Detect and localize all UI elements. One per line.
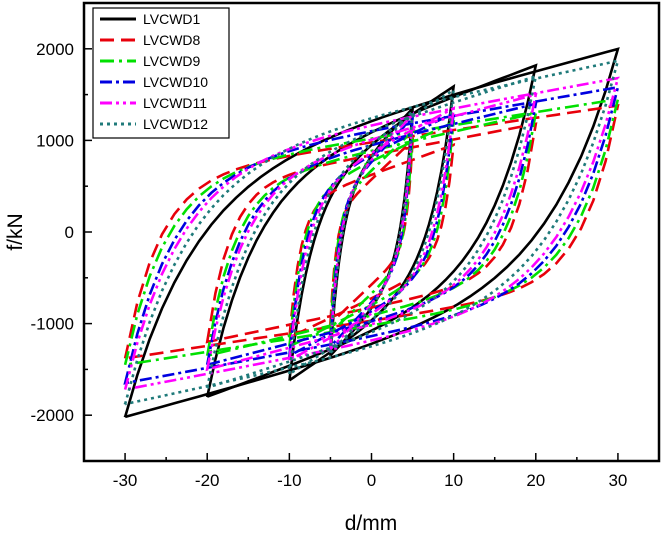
y-axis-title: f/kN xyxy=(4,213,27,250)
x-axis-ticks: -30 -20 -10 0 10 20 30 xyxy=(83,453,660,490)
y-tick-label: 1000 xyxy=(36,131,74,150)
legend-label: LVCWD1 xyxy=(143,11,201,27)
x-tick-label: -10 xyxy=(277,471,302,490)
hysteresis-loop xyxy=(123,97,620,367)
hysteresis-loop xyxy=(205,102,538,367)
hysteresis-loop xyxy=(205,122,538,344)
y-tick-label: 0 xyxy=(65,223,74,242)
hysteresis-loop xyxy=(123,59,620,406)
x-tick-label: 0 xyxy=(367,471,376,490)
hysteresis-loop xyxy=(205,74,538,389)
y-tick-label: -2000 xyxy=(31,406,74,425)
hysteresis-loop xyxy=(123,47,620,419)
hysteresis-loop xyxy=(205,111,538,358)
legend-label: LVCWD10 xyxy=(143,74,208,90)
x-tick-label: 30 xyxy=(608,471,627,490)
hysteresis-loop xyxy=(288,87,456,376)
hysteresis-loop xyxy=(123,85,620,385)
legend-label: LVCWD12 xyxy=(143,116,208,132)
y-tick-label: -1000 xyxy=(31,315,74,334)
x-tick-label: -30 xyxy=(113,471,138,490)
legend: LVCWD1 LVCWD8 LVCWD9 LVCWD10 LVCWD11 LVCWD12 xyxy=(92,7,230,139)
series-lvcwd12 xyxy=(123,59,620,406)
x-axis-title: d/mm xyxy=(345,512,398,535)
y-axis-ticks: -2000 -1000 0 1000 2000 xyxy=(31,2,92,462)
hysteresis-loop xyxy=(205,92,538,372)
x-tick-label: 20 xyxy=(526,471,545,490)
y-tick-label: 2000 xyxy=(36,40,74,59)
hysteresis-loop xyxy=(287,143,456,340)
x-tick-label: 10 xyxy=(444,471,463,490)
x-tick-label: -20 xyxy=(195,471,220,490)
hysteresis-loop xyxy=(329,107,415,354)
curves-layer xyxy=(123,47,620,419)
legend-label: LVCWD9 xyxy=(143,53,201,69)
legend-label: LVCWD11 xyxy=(143,95,207,111)
legend-label: LVCWD8 xyxy=(143,32,201,48)
hysteresis-loop xyxy=(123,104,620,360)
hysteresis-loop xyxy=(205,63,538,398)
legend-box xyxy=(92,7,230,139)
